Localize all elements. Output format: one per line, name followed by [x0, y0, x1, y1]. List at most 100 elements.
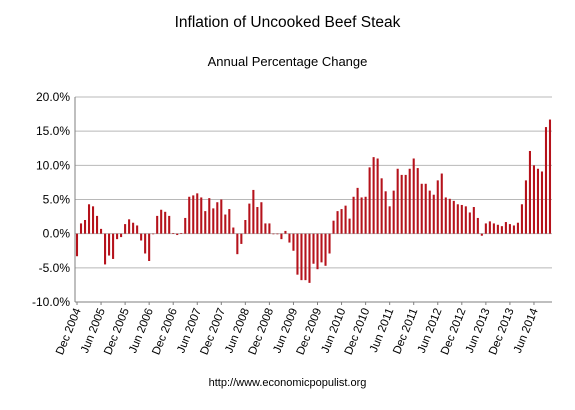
bar — [340, 209, 343, 234]
bar — [436, 180, 439, 234]
bar — [364, 196, 367, 234]
bar — [356, 187, 359, 234]
bar — [200, 197, 203, 234]
bar — [192, 195, 195, 234]
bar — [236, 233, 239, 255]
bar — [492, 223, 495, 234]
bar — [412, 158, 415, 234]
y-tick-label: 5.0% — [43, 193, 71, 207]
bar — [240, 233, 243, 244]
bar — [392, 190, 395, 234]
bar — [124, 224, 127, 234]
bar — [144, 233, 147, 254]
bar — [164, 211, 167, 234]
bar — [276, 233, 279, 235]
bar — [360, 197, 363, 234]
bar — [520, 204, 523, 234]
bar — [260, 202, 263, 234]
bar — [172, 232, 175, 234]
bar — [504, 222, 507, 234]
bar — [208, 198, 211, 234]
bar — [87, 204, 91, 234]
bar — [500, 226, 503, 234]
bar — [304, 233, 307, 281]
bar — [312, 233, 315, 264]
bar — [348, 218, 351, 234]
bar — [92, 206, 95, 234]
bar — [188, 196, 191, 234]
bar — [136, 225, 139, 234]
bar — [472, 207, 475, 234]
bar — [252, 189, 255, 234]
bar — [476, 217, 479, 234]
bar — [388, 206, 391, 234]
y-tick-label: -10.0% — [32, 295, 70, 309]
y-tick-labels: -10.0% -5.0% 0.0% 5.0% 10.0% 15.0% 20.0% — [32, 90, 70, 309]
bar — [104, 233, 107, 265]
bar — [512, 225, 515, 234]
bar — [316, 233, 319, 270]
bar — [79, 223, 83, 234]
y-tick-label: 15.0% — [36, 124, 70, 138]
bar — [368, 167, 371, 234]
bar — [480, 233, 483, 236]
bar — [228, 209, 231, 234]
bar — [96, 215, 99, 234]
bar — [380, 178, 383, 234]
bar — [83, 220, 87, 234]
gridlines — [75, 96, 552, 303]
bar — [324, 233, 327, 266]
bar — [296, 233, 299, 275]
bar — [184, 217, 187, 234]
y-tick-label: 10.0% — [36, 158, 70, 172]
bar — [452, 200, 455, 234]
y-tick-label: 20.0% — [36, 90, 70, 104]
bar — [196, 193, 199, 234]
x-tick-label: Jun 2014 — [512, 306, 541, 355]
bar — [496, 224, 499, 234]
axes — [74, 97, 552, 305]
bar — [376, 158, 379, 234]
bar — [284, 230, 287, 234]
bar — [156, 215, 159, 234]
bar — [128, 219, 131, 234]
bar — [112, 233, 115, 259]
bar — [180, 232, 183, 234]
bar — [264, 223, 267, 234]
bar — [448, 198, 451, 234]
bar — [212, 208, 215, 234]
bar — [516, 222, 519, 234]
bar — [204, 211, 207, 234]
bar — [416, 168, 419, 234]
bar — [320, 233, 323, 263]
bar — [272, 233, 275, 235]
bar — [484, 223, 487, 234]
bar — [168, 215, 171, 234]
bar — [108, 233, 111, 256]
bar — [292, 233, 295, 251]
bar — [224, 214, 227, 234]
bar — [328, 233, 331, 254]
bar — [280, 233, 283, 240]
bar — [140, 233, 143, 241]
bar — [256, 207, 259, 234]
bar — [176, 233, 179, 236]
bar — [344, 205, 347, 234]
bar — [372, 157, 375, 234]
bar — [424, 183, 427, 234]
bar — [428, 190, 431, 234]
bar — [432, 194, 435, 234]
source-url: http://www.economicpopulist.org — [208, 377, 367, 389]
bar — [444, 197, 447, 234]
bar — [300, 233, 303, 281]
bar — [532, 165, 535, 234]
bar — [456, 204, 459, 234]
bar — [464, 206, 467, 234]
bar — [160, 209, 163, 234]
bar — [404, 174, 407, 234]
bar — [75, 233, 79, 257]
bar — [400, 174, 403, 234]
bar — [216, 202, 219, 234]
